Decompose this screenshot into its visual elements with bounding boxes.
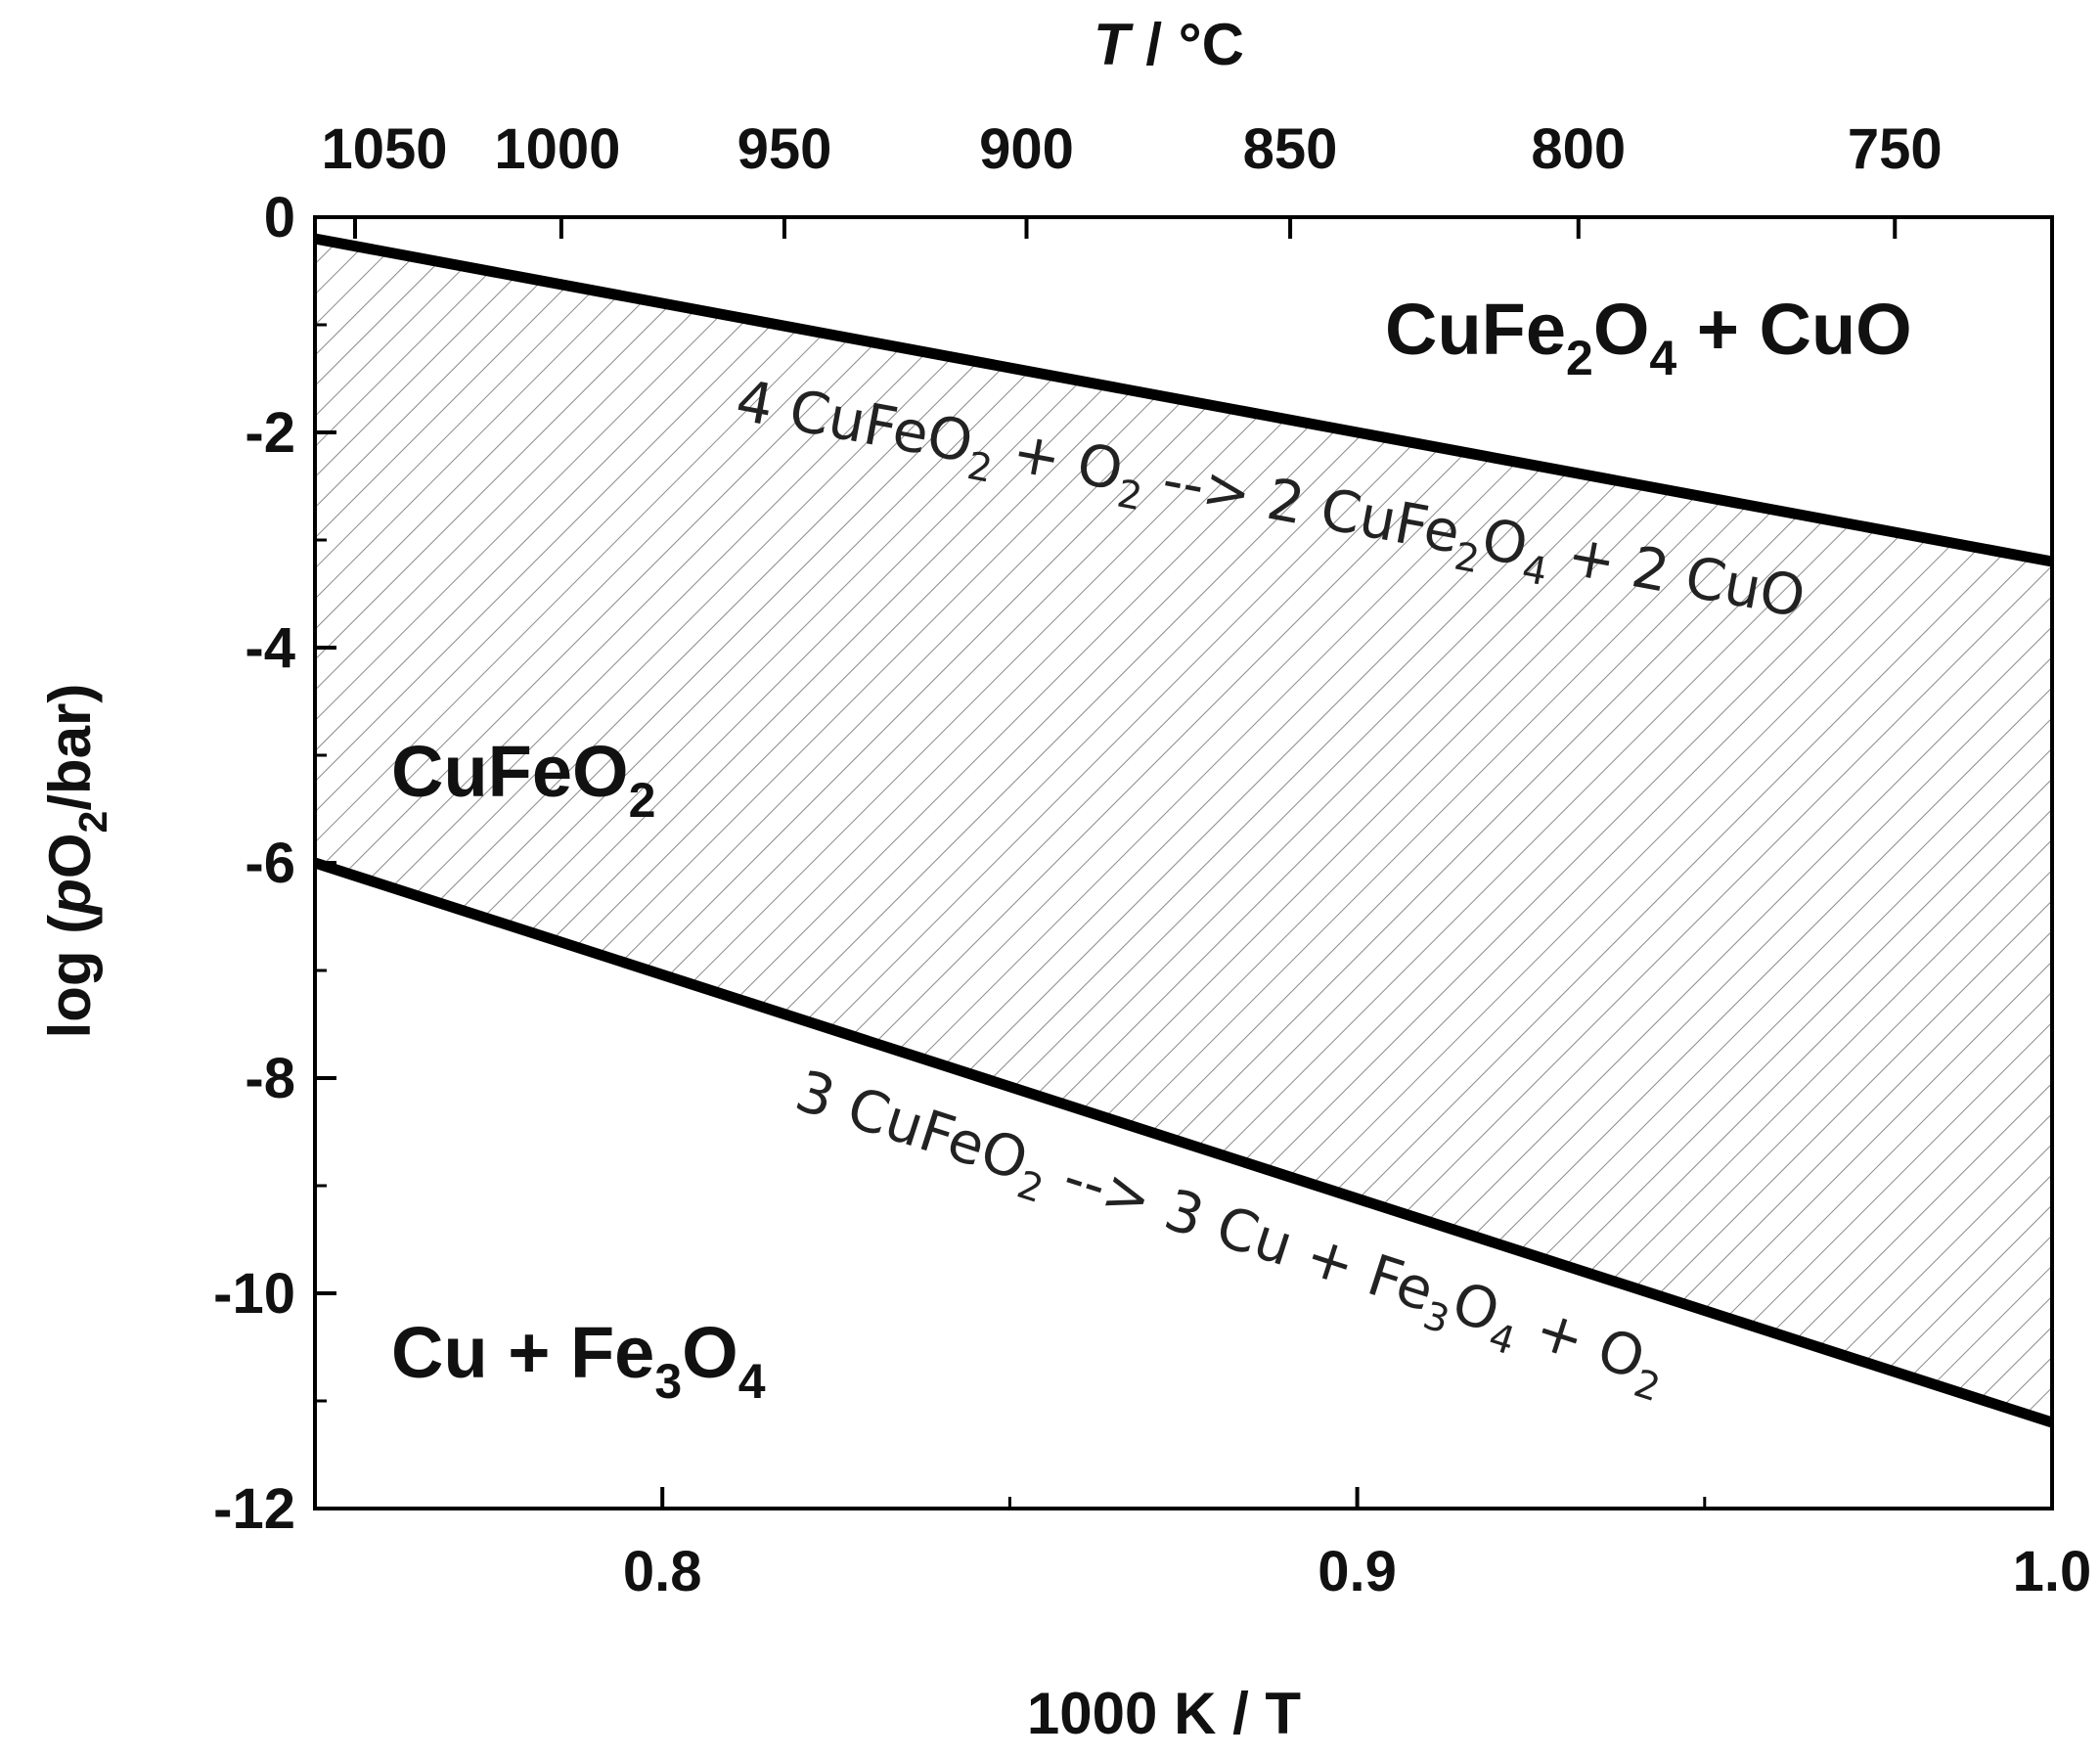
y-tick-label: -8 xyxy=(245,1047,295,1110)
top-tick-label: 900 xyxy=(979,117,1074,181)
x-tick-label: 0.8 xyxy=(623,1540,702,1603)
top-tick-label: 1000 xyxy=(494,117,620,181)
y-tick-label: -6 xyxy=(245,832,295,895)
top-tick-label: 1050 xyxy=(321,117,447,181)
y-tick-label: -12 xyxy=(213,1477,295,1541)
y-tick-label: -4 xyxy=(245,616,295,680)
top-axis-label: T / °C xyxy=(1094,12,1244,77)
stability-region xyxy=(315,239,2052,1422)
x-axis-label: 1000 K / T xyxy=(1027,1681,1301,1746)
region-label-cufeo2: CuFeO2 xyxy=(391,731,655,828)
region-label-cufe2o4-cuo: CuFe2O4 + CuO xyxy=(1385,289,1912,385)
x-tick-label: 1.0 xyxy=(2013,1540,2092,1603)
top-tick-label: 850 xyxy=(1243,117,1338,181)
top-tick-label: 950 xyxy=(737,117,832,181)
region-label-cu-fe3o4: Cu + Fe3O4 xyxy=(391,1312,766,1409)
top-tick-label: 800 xyxy=(1531,117,1626,181)
ticks xyxy=(313,215,2054,1510)
upper-boundary-line xyxy=(313,233,2054,567)
top-tick-label: 750 xyxy=(1848,117,1943,181)
hatched-region xyxy=(315,239,2052,1422)
series-lines xyxy=(313,233,2054,1428)
y-tick-label: 0 xyxy=(264,186,295,249)
y-axis-label: log (pO2/bar) xyxy=(37,684,115,1039)
y-tick-label: -2 xyxy=(245,401,295,465)
lower-boundary-line xyxy=(313,857,2054,1428)
x-tick-label: 0.9 xyxy=(1318,1540,1397,1603)
y-tick-label: -10 xyxy=(213,1262,295,1326)
